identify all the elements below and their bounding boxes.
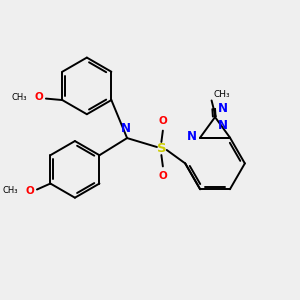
- Text: O: O: [26, 186, 34, 196]
- Text: N: N: [218, 102, 228, 116]
- Text: S: S: [157, 142, 166, 155]
- Text: O: O: [158, 171, 167, 181]
- Text: CH₃: CH₃: [213, 90, 230, 99]
- Text: N: N: [218, 119, 228, 132]
- Text: N: N: [121, 122, 130, 135]
- Text: CH₃: CH₃: [3, 187, 19, 196]
- Text: CH₃: CH₃: [12, 93, 27, 102]
- Text: O: O: [158, 116, 167, 126]
- Text: N: N: [187, 130, 196, 142]
- Text: O: O: [35, 92, 44, 102]
